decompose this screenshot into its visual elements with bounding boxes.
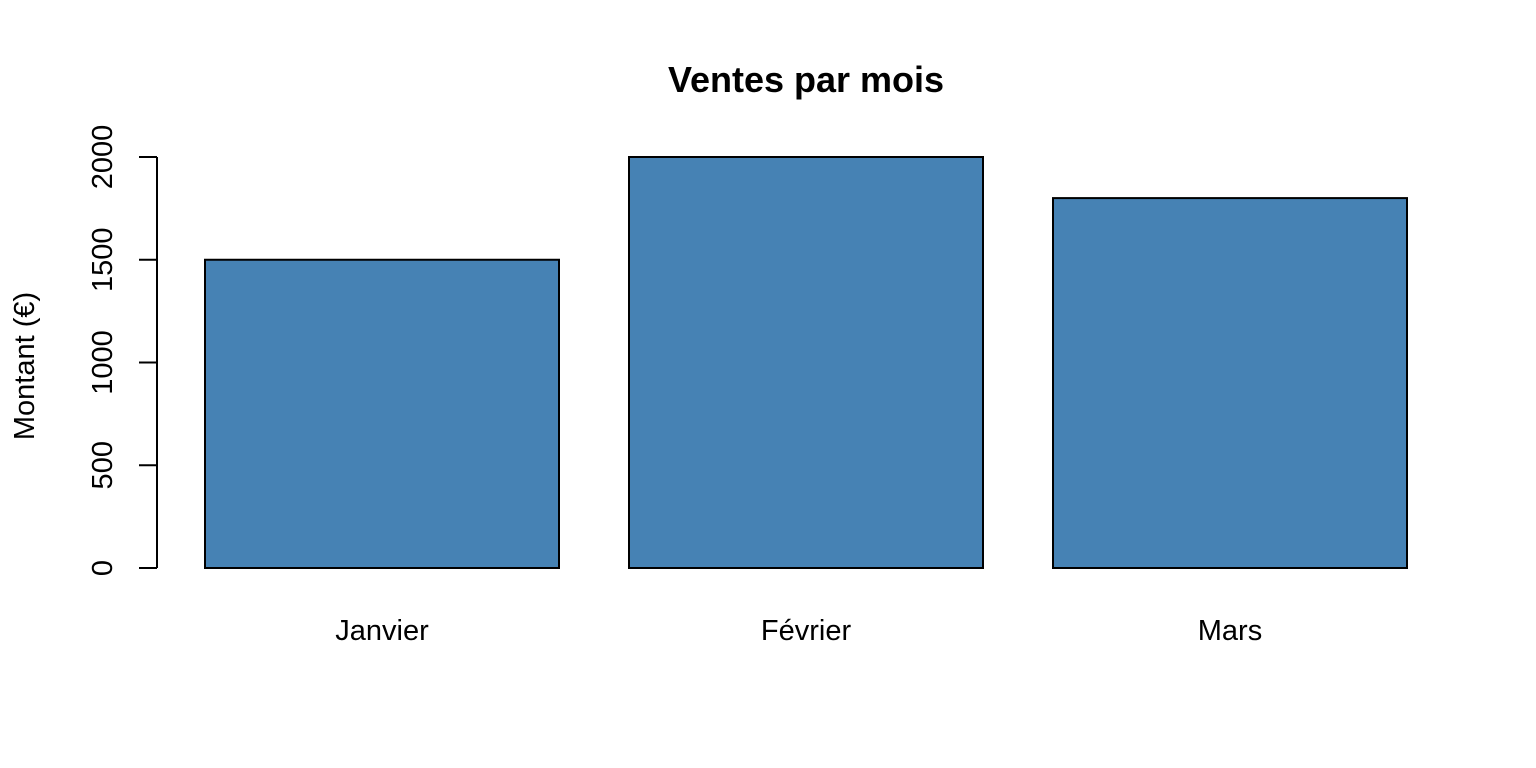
x-tick-label: Mars bbox=[1198, 615, 1262, 647]
x-tick-label: Février bbox=[761, 615, 852, 647]
y-axis-label: Montant (€) bbox=[9, 292, 41, 440]
y-tick-label: 1000 bbox=[87, 330, 119, 395]
y-tick-label: 500 bbox=[87, 441, 119, 489]
bar-février bbox=[628, 156, 984, 569]
bar-janvier bbox=[204, 258, 560, 569]
chart-title: Ventes par mois bbox=[668, 59, 944, 100]
bar-mars bbox=[1052, 197, 1408, 569]
bars bbox=[204, 156, 1408, 569]
x-tick-label: Janvier bbox=[335, 615, 429, 647]
x-axis-labels: Janvier Février Mars bbox=[335, 615, 1262, 647]
y-tick-label: 0 bbox=[87, 560, 119, 576]
y-tick-label: 1500 bbox=[87, 227, 119, 292]
y-axis: 0 500 1000 1500 2000 bbox=[87, 125, 158, 576]
y-tick-label: 2000 bbox=[87, 125, 119, 190]
